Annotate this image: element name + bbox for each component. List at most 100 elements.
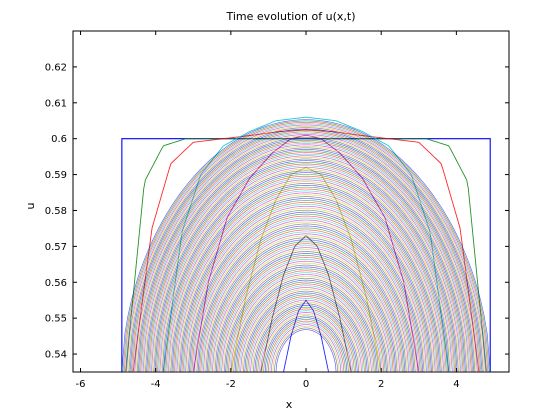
y-tick-label: 0.54: [45, 350, 67, 361]
series-line: [244, 292, 368, 372]
series-line: [149, 153, 463, 372]
series-line: [204, 235, 408, 372]
series-line: [173, 188, 439, 372]
y-tick-label: 0.56: [45, 278, 67, 289]
chart-title: Time evolution of u(x,t): [226, 10, 356, 23]
series-line: [129, 128, 483, 372]
series-line: [132, 129, 480, 372]
series-line: [134, 134, 478, 372]
series-line: [144, 147, 468, 372]
series-line: [275, 329, 337, 372]
series-line: [272, 325, 340, 372]
series-line: [234, 279, 378, 372]
series-line: [255, 306, 357, 372]
series-line: [166, 177, 446, 372]
series-line: [181, 200, 431, 372]
series-line: [176, 192, 436, 372]
series-line: [158, 165, 454, 372]
series-line: [159, 167, 453, 372]
series-line: [192, 217, 420, 372]
x-tick-label: 4: [453, 379, 459, 390]
series-line: [160, 168, 452, 372]
series-line: [257, 308, 355, 372]
y-axis-label: u: [24, 203, 37, 210]
series-line: [252, 303, 360, 372]
series-line: [148, 152, 464, 372]
x-tick-label: -6: [76, 379, 86, 390]
series-line: [122, 120, 490, 372]
x-tick-label: 2: [378, 379, 384, 390]
series-line: [127, 125, 485, 372]
series-line: [170, 183, 442, 372]
series-line: [214, 251, 398, 372]
series-line: [213, 249, 399, 372]
series-line: [223, 264, 389, 372]
series-line: [188, 211, 424, 372]
series-line: [165, 175, 447, 372]
series-line: [226, 268, 386, 372]
series-line: [193, 219, 419, 372]
series-line: [229, 272, 383, 372]
series-line: [201, 231, 411, 372]
series-line: [258, 310, 354, 372]
series-line: [147, 150, 465, 372]
series-group: [121, 116, 491, 372]
y-axis-ticks: 0.54 0.55 0.56 0.57 0.58 0.59 0.6 0.61 0.62: [45, 62, 509, 361]
x-tick-label: 0: [303, 379, 309, 390]
series-line: [217, 255, 395, 372]
x-axis-label: x: [286, 398, 293, 411]
series-line: [133, 132, 479, 372]
series-line: [143, 145, 469, 372]
series-line: [206, 239, 406, 372]
series-line: [162, 116, 450, 372]
plot-group: -6 -4 -2 0 2 4 0.54 0.55 0.56 0.57 0.58 0.59 0.6 0.6…: [45, 30, 510, 390]
series-line: [266, 319, 346, 372]
y-tick-label: 0.55: [45, 314, 67, 325]
series-line: [132, 131, 481, 372]
series-line: [156, 163, 456, 372]
series-line: [254, 305, 358, 372]
series-line: [202, 233, 410, 372]
y-tick-label: 0.62: [45, 62, 67, 73]
series-line: [231, 276, 381, 372]
series-line: [195, 221, 417, 372]
series-line: [155, 161, 457, 372]
series-line: [218, 257, 394, 372]
series-line: [161, 170, 451, 372]
series-line: [269, 322, 343, 372]
series-line: [164, 174, 448, 372]
series-line: [152, 157, 460, 372]
series-line: [139, 139, 474, 372]
series-line: [137, 138, 475, 372]
series-line: [211, 247, 401, 372]
series-line: [230, 274, 382, 372]
series-line: [241, 288, 371, 372]
series-line: [237, 283, 375, 372]
series-line: [123, 121, 489, 372]
x-axis-ticks: -6 -4 -2 0 2 4: [76, 31, 460, 390]
series-line: [274, 327, 339, 372]
y-tick-label: 0.59: [45, 170, 67, 181]
series-line: [142, 144, 470, 372]
series-line: [187, 209, 425, 372]
series-line: [167, 179, 445, 372]
series-line: [191, 215, 421, 372]
y-tick-label: 0.6: [51, 134, 67, 145]
series-line: [186, 207, 426, 372]
series-line: [183, 203, 429, 372]
series-line: [146, 149, 466, 372]
series-line: [125, 123, 488, 372]
series-line: [250, 299, 362, 372]
series-line: [177, 194, 435, 372]
series-line: [267, 320, 345, 372]
series-line: [121, 119, 491, 372]
series-line: [270, 324, 342, 372]
series-line: [200, 229, 412, 372]
series-line: [215, 253, 397, 372]
y-tick-label: 0.57: [45, 242, 67, 253]
series-line: [175, 190, 437, 372]
series-line: [199, 227, 414, 372]
series-line: [197, 225, 415, 372]
